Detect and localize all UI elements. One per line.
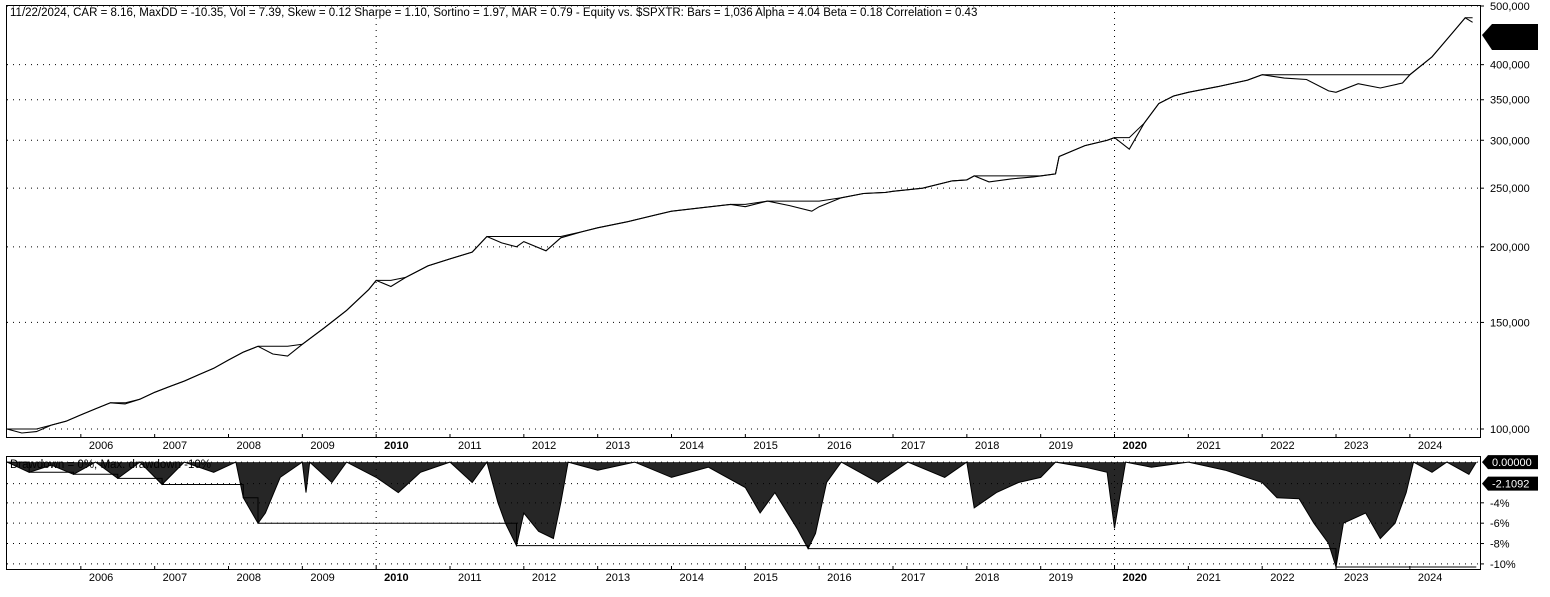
equity-x-tick-label: 2008 [237, 440, 261, 452]
equity-x-tick-label: 2010 [384, 440, 408, 452]
drawdown-x-tick-label: 2016 [827, 572, 851, 584]
equity-x-axis: 2006 2007 2008 2009 2010 2011 2012 2013 2014 2015… [80, 434, 1442, 452]
drawdown-y-tick-label: -4% [1490, 498, 1510, 510]
drawdown-x-tick-label: 2024 [1418, 572, 1442, 584]
drawdown-legend: Drawdown = 0%, Max. drawdown -10% [10, 459, 211, 471]
drawdown-x-tick-label: 2011 [458, 572, 482, 584]
equity-x-tick-label: 2014 [680, 440, 704, 452]
equity-y-tick-label: 350,000 [1490, 95, 1530, 107]
drawdown-x-tick-label: 2013 [606, 572, 630, 584]
equity-x-tick-label: 2023 [1344, 440, 1368, 452]
equity-x-tick-label: 2007 [163, 440, 187, 452]
drawdown-x-tick-label: 2021 [1196, 572, 1220, 584]
drawdown-y-tick-label: -10% [1490, 559, 1516, 571]
equity-x-tick-label: 2016 [827, 440, 851, 452]
drawdown-y-tick-label: -8% [1490, 539, 1510, 551]
drawdown-x-tick-label: 2006 [89, 572, 113, 584]
equity-x-tick-label: 2017 [901, 440, 925, 452]
drawdown-x-tick-label: 2008 [237, 572, 261, 584]
drawdown-x-tick-label: 2020 [1123, 572, 1147, 584]
drawdown-x-tick-label: 2022 [1270, 572, 1294, 584]
equity-series [6, 17, 1473, 434]
drawdown-y-axis: -4% -6% -8% -10% [1480, 498, 1516, 571]
equity-x-tick-label: 2015 [753, 440, 777, 452]
equity-y-tick-label: 500,000 [1490, 1, 1530, 13]
equity-y-tick-label: 300,000 [1490, 135, 1530, 147]
equity-x-tick-label: 2006 [89, 440, 113, 452]
drawdown-x-tick-label: 2015 [753, 572, 777, 584]
drawdown-value-marker [1482, 476, 1538, 491]
equity-y-tick-label: 400,000 [1490, 60, 1530, 72]
equity-x-tick-label: 2020 [1123, 440, 1147, 452]
max-drawdown-step-line [7, 461, 1477, 568]
equity-gridlines [7, 5, 1480, 437]
drawdown-value-marker [1482, 455, 1538, 470]
drawdown-x-tick-label: 2012 [532, 572, 556, 584]
drawdown-value-labels: 0.00000 -2.1092 [1482, 455, 1538, 491]
equity-x-tick-label: 2021 [1196, 440, 1220, 452]
chart-stats-header: 11/22/2024, CAR = 8.16, MaxDD = -10.35, … [10, 7, 977, 19]
drawdown-x-tick-label: 2009 [310, 572, 334, 584]
drawdown-x-tick-label: 2019 [1049, 572, 1073, 584]
equity-y-tick-label: 100,000 [1490, 424, 1530, 436]
equity-x-tick-label: 2012 [532, 440, 556, 452]
drawdown-x-tick-label: 2018 [975, 572, 999, 584]
equity-x-tick-label: 2018 [975, 440, 999, 452]
equity-peak-line [7, 17, 1473, 430]
drawdown-series [6, 460, 1477, 568]
drawdown-x-tick-label: 2017 [901, 572, 925, 584]
drawdown-x-tick-label: 2010 [384, 572, 408, 584]
equity-pane-frame [6, 5, 1481, 438]
equity-x-tick-label: 2024 [1418, 440, 1442, 452]
equity-x-tick-label: 2011 [458, 440, 482, 452]
drawdown-y-tick-label: -6% [1490, 518, 1510, 530]
equity-y-tick-label: 250,000 [1490, 183, 1530, 195]
equity-last-value-marker [1482, 24, 1538, 50]
equity-x-tick-label: 2019 [1049, 440, 1073, 452]
drawdown-x-tick-label: 2007 [163, 572, 187, 584]
drawdown-x-tick-label: 2023 [1344, 572, 1368, 584]
drawdown-value-label: 0.00000 [1492, 457, 1532, 469]
drawdown-area [7, 462, 1477, 567]
equity-x-tick-label: 2022 [1270, 440, 1294, 452]
equity-y-tick-label: 150,000 [1490, 317, 1530, 329]
equity-x-tick-label: 2009 [310, 440, 334, 452]
equity-x-tick-label: 2013 [606, 440, 630, 452]
equity-y-tick-label: 200,000 [1490, 242, 1530, 254]
equity-y-axis: 100,000 150,000 200,000 250,000 300,000 350,0… [1480, 1, 1530, 436]
drawdown-x-axis: 2006 2007 2008 2009 2010 2011 2012 2013 2014 2015… [80, 566, 1442, 584]
drawdown-line [6, 460, 1477, 568]
drawdown-value-label: -2.1092 [1492, 479, 1529, 491]
drawdown-x-tick-label: 2014 [680, 572, 704, 584]
equity-line [6, 17, 1473, 434]
